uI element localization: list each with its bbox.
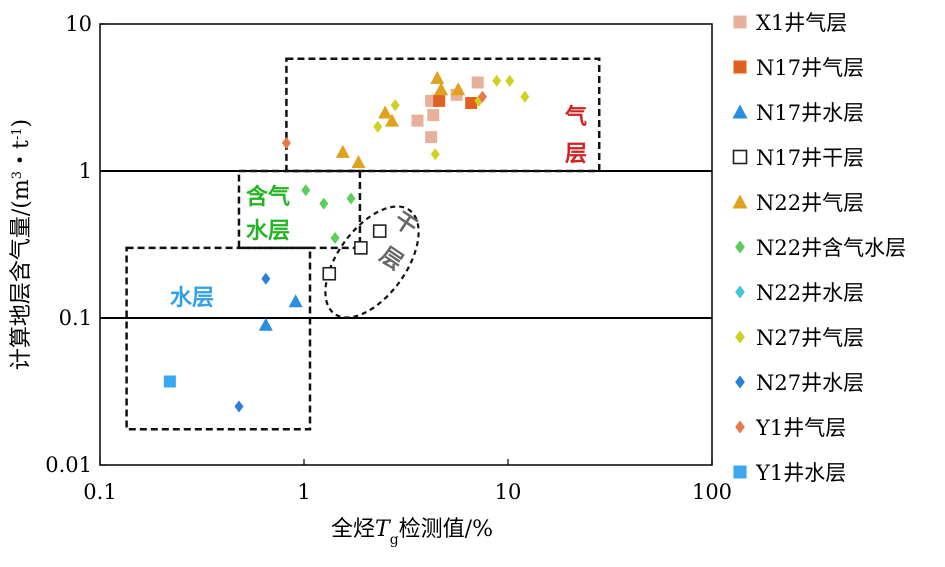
legend-marker [732, 149, 748, 165]
data-point [261, 272, 271, 285]
data-point [384, 113, 399, 127]
legend: X1井气层 N17井气层 N17井水层 N17井干层 N22井气层 N22井含气水层 N22… [732, 11, 906, 485]
x-tick-label: 10 [495, 480, 522, 504]
data-point [372, 224, 387, 238]
data-point [335, 144, 350, 158]
legend-marker [733, 15, 747, 29]
zone-label: 气 [564, 104, 587, 130]
data-point [471, 76, 484, 89]
legend-marker [735, 330, 745, 344]
data-point [492, 74, 502, 87]
data-point [373, 120, 383, 133]
legend-marker [735, 240, 745, 254]
data-point [258, 317, 273, 331]
legend-label: N27井水层 [756, 371, 864, 395]
legend-marker [735, 420, 745, 434]
x-tick-label: 100 [692, 480, 732, 504]
zone-box [125, 246, 312, 431]
zone-label: 干 [389, 208, 421, 241]
legend-label: N22井水层 [756, 281, 864, 305]
y-tick-label: 0.1 [59, 306, 92, 330]
y-tick-label: 0.01 [45, 453, 92, 477]
data-point [378, 105, 393, 119]
data-point [434, 82, 449, 96]
data-point [465, 97, 478, 110]
legend-marker [733, 60, 747, 74]
zone-label: 水层 [246, 219, 290, 244]
x-tick-label: 0.1 [83, 480, 116, 504]
legend-label: N27井气层 [756, 326, 864, 350]
x-tick-label: 1 [297, 480, 310, 504]
y-tick-label: 10 [65, 12, 92, 36]
data-point [354, 241, 368, 255]
plot-border [99, 23, 713, 466]
zone-label: 层 [375, 243, 407, 276]
data-point [425, 131, 438, 144]
data-point [346, 192, 356, 205]
data-point [319, 197, 329, 210]
x-axis-label: 全烃Tg检测值/% [331, 517, 493, 548]
data-point [430, 70, 445, 84]
data-point [351, 155, 366, 169]
legend-label: N17井气层 [756, 56, 864, 80]
plot-frame [99, 23, 713, 466]
zone-label: 含气 [246, 184, 290, 210]
data-point [322, 266, 337, 281]
data-point [427, 109, 440, 122]
data-point [163, 375, 176, 388]
data-point [505, 74, 515, 87]
data-points [163, 70, 530, 413]
data-point [390, 99, 400, 112]
legend-label: N22井含气水层 [756, 236, 906, 260]
zone-box [285, 57, 601, 173]
y-tick-label: 1 [79, 159, 92, 183]
zone-ellipse [324, 205, 420, 319]
data-point [330, 232, 340, 245]
data-point [301, 184, 311, 197]
data-point [234, 400, 244, 413]
zone-label: 水层 [170, 286, 214, 311]
data-point [430, 148, 440, 161]
legend-label: N22井气层 [756, 191, 864, 215]
data-point [520, 90, 530, 103]
zone-label: 层 [565, 142, 587, 167]
legend-marker [732, 104, 748, 119]
data-point [411, 114, 424, 127]
legend-marker [733, 465, 747, 479]
axis-ticks: 0.1 1 10 100 0.01 0.1 1 10 [45, 12, 732, 504]
data-point [433, 94, 446, 107]
zone-box [237, 169, 362, 250]
legend-marker [735, 285, 745, 299]
data-point [288, 294, 303, 308]
y-axis-label: 计算地层含气量/(m3・t-1) [9, 119, 34, 370]
legend-marker [735, 375, 745, 389]
legend-label: Y1井气层 [755, 416, 846, 440]
data-point [478, 90, 488, 103]
legend-label: X1井气层 [756, 11, 847, 35]
legend-label: Y1井水层 [755, 461, 846, 485]
legend-label: N17井干层 [756, 146, 864, 170]
legend-label: N17井水层 [756, 101, 864, 125]
legend-marker [732, 194, 748, 209]
data-point [451, 82, 466, 96]
data-point [281, 137, 291, 150]
